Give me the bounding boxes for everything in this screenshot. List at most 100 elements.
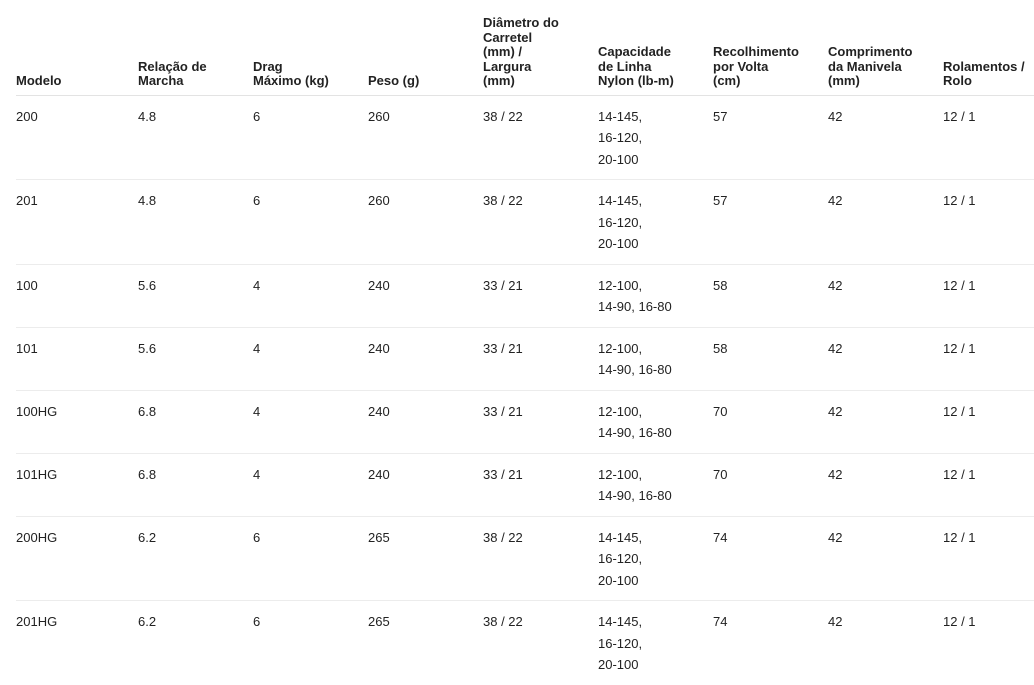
table-row: 100HG 6.8 4 240 33 / 21 12-100, 14-90, 16-80 70… <box>16 390 1034 454</box>
header-line: Modelo <box>16 73 62 88</box>
header-line: Recolhimento <box>713 44 799 59</box>
table-cell: 12 / 1 <box>943 327 1034 391</box>
table-cell: 4 <box>253 453 368 517</box>
table-row: 101 5.6 4 240 33 / 21 12-100, 14-90, 16-80 58 42… <box>16 327 1034 391</box>
table-cell: 240 <box>368 327 483 391</box>
table-cell: 6 <box>253 614 261 629</box>
table-cell: 42 <box>828 179 943 265</box>
table-cell: 74 <box>713 614 728 629</box>
cell-line: 14-145, <box>598 193 643 208</box>
table-cell: 6 <box>253 95 368 180</box>
table-cell: 70 <box>713 453 828 517</box>
table-row: 201HG 6.2 6 265 38 / 22 14-145, 16-120, 20-100 7… <box>16 601 1034 685</box>
cell-line: 14-90, 16-80 <box>598 488 672 503</box>
table-cell: 260 <box>368 95 483 180</box>
table-header: Modelo Relação de Marcha Drag Máximo (kg) Pes… <box>16 15 1034 96</box>
table-cell: 14-145, 16-120, 20-100 <box>598 601 713 685</box>
table-cell: 33 / 21 <box>483 327 598 391</box>
header-line: Capacidade <box>598 44 671 59</box>
header-line: (cm) <box>713 73 741 88</box>
table-cell: 12-100, 14-90, 16-80 <box>598 264 713 328</box>
table-cell: 100 <box>16 264 138 328</box>
table-row: 201 4.8 6 260 38 / 22 14-145, 16-120, 20-100 57 4… <box>16 179 1034 265</box>
table-cell: 240 <box>368 453 483 517</box>
cell-line: 12-100, <box>598 466 643 482</box>
table-cell: 200 <box>16 95 138 180</box>
table-cell: 6 <box>253 179 368 265</box>
table-cell: 38 / 22 <box>483 179 598 265</box>
table-cell: 260 <box>368 179 483 265</box>
cell-line: 14-90, 16-80 <box>598 299 672 314</box>
header-line: (mm) <box>483 73 515 88</box>
table-cell: 100HG <box>16 390 138 454</box>
header-line: Relação de <box>138 58 207 74</box>
header-cell: Diâmetro do Carretel (mm) / Largura (mm) <box>483 15 598 96</box>
header-line: Nylon (lb-m) <box>598 73 674 88</box>
table-cell: 14-145, 16-120, 20-100 <box>598 95 713 180</box>
table-cell: 14-145, 16-120, 20-100 <box>598 516 713 601</box>
table-cell: 265 <box>368 614 390 629</box>
cell-line: 14-145, <box>598 108 643 124</box>
header-line: de Linha <box>598 58 652 74</box>
header-line: da Manivela <box>828 58 902 74</box>
header-line: Comprimento <box>828 44 913 59</box>
table-cell: 74 <box>713 516 828 601</box>
header-cell: Comprimento da Manivela (mm) <box>828 16 943 96</box>
table-cell: 12-100, 14-90, 16-80 <box>598 453 713 517</box>
table-cell: 240 <box>368 264 483 328</box>
header-line: Carretel <box>483 29 533 45</box>
table-cell: 201HG <box>16 614 58 629</box>
cell-line: 16-120, <box>598 551 643 566</box>
table-cell: 4 <box>253 390 368 454</box>
table-cell: 42 <box>828 453 943 517</box>
header-row: Modelo Relação de Marcha Drag Máximo (kg) Pes… <box>16 15 1034 96</box>
table-cell: 42 <box>828 390 943 454</box>
cell-line: 12-100, <box>598 277 643 293</box>
cell-line: 20-100 <box>598 657 639 672</box>
header-cell: Rolamentos / Rolo <box>943 16 1034 96</box>
table-cell: 6.2 <box>138 516 253 601</box>
table-cell: 42 <box>828 327 943 391</box>
table-cell: 4.8 <box>138 95 253 180</box>
table-cell: 12 / 1 <box>943 453 1034 517</box>
table-cell: 265 <box>368 516 483 601</box>
header-line: Diâmetro do <box>483 15 559 30</box>
header-cell: Peso (g) <box>368 16 483 96</box>
header-line: (mm) / <box>483 44 522 59</box>
table-cell: 42 <box>828 516 943 601</box>
header-cell: Relação de Marcha <box>138 16 253 96</box>
table-cell: 42 <box>828 264 943 328</box>
table-cell: 57 <box>713 179 828 265</box>
table-row: 200 4.8 6 260 38 / 22 14-145, 16-120, 20-100 57 4… <box>16 95 1034 180</box>
table-cell: 101 <box>16 327 138 391</box>
cell-line: 20-100 <box>598 572 639 588</box>
table-cell: 5.6 <box>138 327 253 391</box>
cell-line: 12-100, <box>598 340 643 356</box>
header-line: Drag <box>253 58 283 74</box>
header-line: Marcha <box>138 73 184 88</box>
table-cell: 4 <box>253 264 368 328</box>
table-cell: 240 <box>368 390 483 454</box>
cell-line: 20-100 <box>598 236 639 251</box>
table-cell: 42 <box>828 614 843 629</box>
header-line: Largura <box>483 58 532 74</box>
table-cell: 58 <box>713 327 828 391</box>
table-row: 101HG 6.8 4 240 33 / 21 12-100, 14-90, 16-80 70… <box>16 453 1034 517</box>
cell-line: 14-145, <box>598 614 643 629</box>
table-cell: 6 <box>253 516 368 601</box>
table-cell: 4 <box>253 327 368 391</box>
header-line: Máximo (kg) <box>253 73 329 88</box>
table-cell: 33 / 21 <box>483 264 598 328</box>
table-body: 200 4.8 6 260 38 / 22 14-145, 16-120, 20-100 57 4… <box>16 95 1034 685</box>
header-cell: Recolhimento por Volta (cm) <box>713 16 828 96</box>
table-cell: 33 / 21 <box>483 390 598 454</box>
table-cell: 12 / 1 <box>943 390 1034 454</box>
table-cell: 101HG <box>16 453 138 517</box>
table-cell: 12 / 1 <box>943 95 1034 180</box>
table-cell: 200HG <box>16 516 138 601</box>
table-cell: 58 <box>713 264 828 328</box>
table-cell: 6.8 <box>138 453 253 517</box>
header-line: por Volta <box>713 58 769 74</box>
cell-line: 14-90, 16-80 <box>598 425 672 440</box>
